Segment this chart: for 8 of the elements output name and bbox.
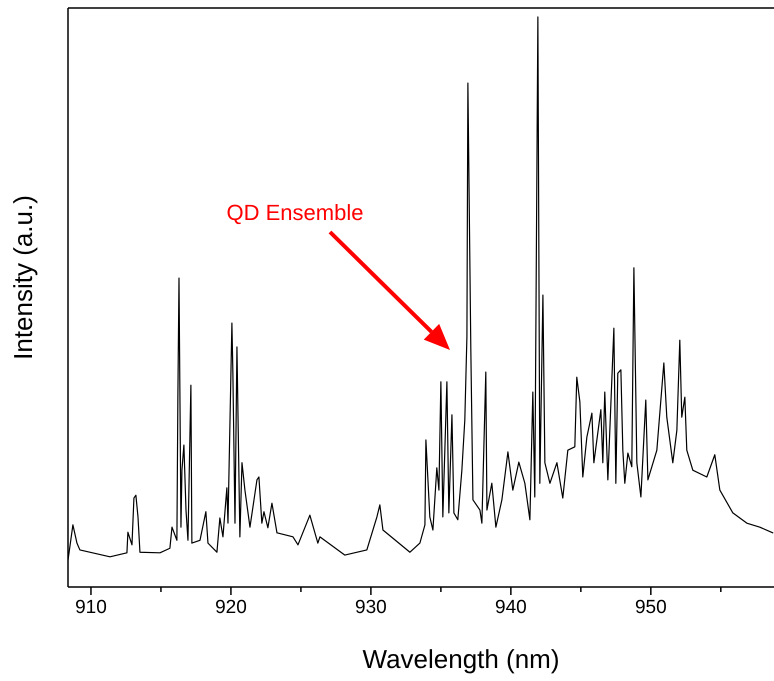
x-axis-title: Wavelength (nm) <box>362 644 560 674</box>
x-tick-label: 950 <box>634 597 667 618</box>
y-axis-title: Intensity (a.u.) <box>8 195 38 360</box>
x-tick-label: 930 <box>355 597 387 618</box>
x-tick-label: 910 <box>75 597 107 618</box>
annotation: QD Ensemble <box>226 200 364 225</box>
x-tick-label: 920 <box>215 597 247 618</box>
x-tick-label: 940 <box>495 597 527 618</box>
